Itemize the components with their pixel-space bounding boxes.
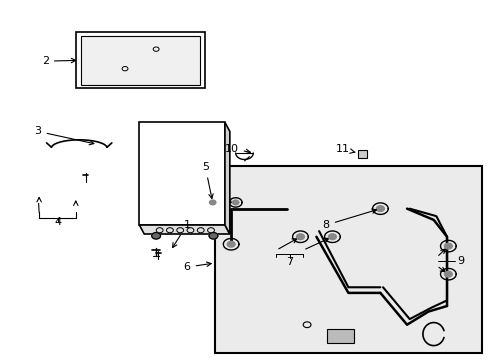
Text: 8: 8	[322, 209, 376, 230]
Polygon shape	[139, 225, 229, 234]
Circle shape	[444, 271, 451, 277]
Text: 10: 10	[224, 144, 250, 154]
Circle shape	[151, 233, 160, 239]
Polygon shape	[224, 122, 229, 234]
Bar	[139, 122, 224, 225]
Text: 4: 4	[54, 217, 61, 228]
Text: 2: 2	[41, 56, 76, 66]
Bar	[81, 36, 200, 85]
Circle shape	[227, 241, 235, 247]
Text: 11: 11	[335, 144, 354, 154]
Text: 9: 9	[456, 256, 464, 266]
Circle shape	[376, 206, 384, 212]
Circle shape	[296, 234, 304, 240]
Bar	[215, 166, 481, 353]
Text: 5: 5	[202, 162, 213, 198]
Bar	[76, 32, 205, 88]
Circle shape	[444, 243, 451, 249]
Text: 7: 7	[286, 257, 293, 267]
Circle shape	[328, 234, 336, 240]
Bar	[326, 329, 353, 343]
Bar	[358, 150, 366, 158]
Circle shape	[209, 200, 215, 205]
Circle shape	[232, 200, 238, 205]
Text: 1: 1	[172, 220, 190, 248]
Text: 6: 6	[183, 262, 211, 272]
Circle shape	[208, 233, 218, 239]
Text: 3: 3	[35, 126, 94, 145]
